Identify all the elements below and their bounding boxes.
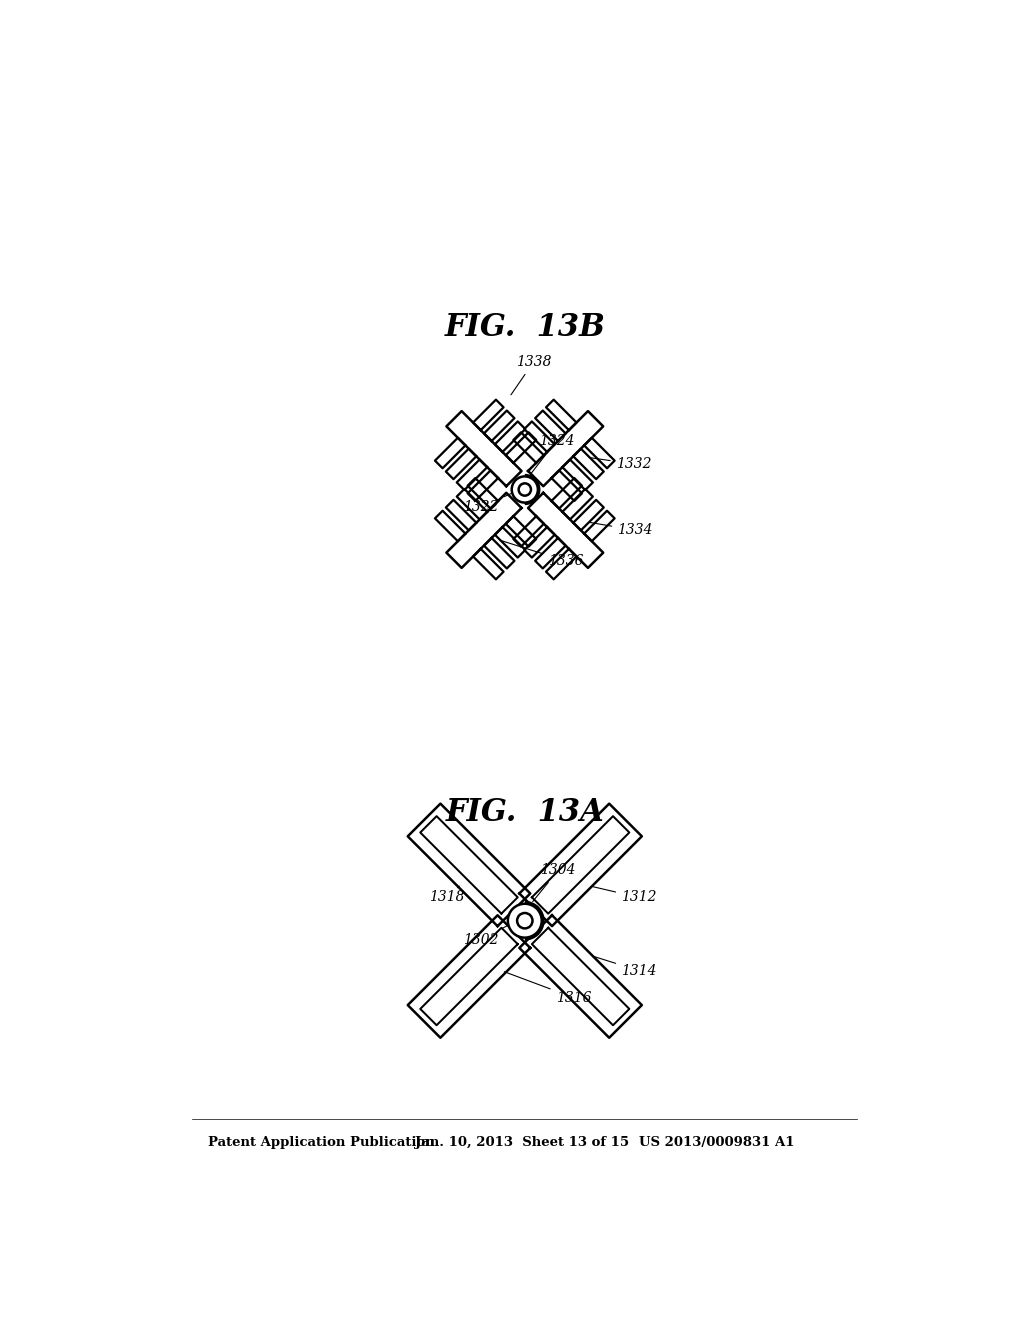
Polygon shape [513,433,544,463]
Text: 1304: 1304 [532,863,575,902]
Text: 1318: 1318 [429,886,464,904]
Text: 1322: 1322 [463,494,511,513]
Polygon shape [546,549,577,579]
Polygon shape [524,527,555,557]
Polygon shape [435,438,466,469]
Polygon shape [584,438,614,469]
Text: 1324: 1324 [531,434,574,474]
Polygon shape [446,411,521,486]
Text: FIG.  13A: FIG. 13A [445,797,604,829]
Polygon shape [495,421,525,451]
Text: 1338: 1338 [511,355,551,395]
Text: 1314: 1314 [593,956,656,978]
Polygon shape [457,488,487,520]
Polygon shape [562,488,593,520]
Circle shape [517,913,532,928]
Polygon shape [473,549,504,579]
Polygon shape [524,421,555,451]
Polygon shape [536,411,565,441]
Polygon shape [513,516,544,546]
Text: 1332: 1332 [589,457,651,471]
Text: 1302: 1302 [463,925,507,946]
Circle shape [512,477,538,503]
Polygon shape [552,478,582,508]
Polygon shape [506,516,537,546]
Circle shape [508,904,542,937]
Polygon shape [457,459,487,490]
Polygon shape [445,500,476,531]
Polygon shape [495,527,525,557]
Polygon shape [484,411,514,441]
Polygon shape [408,804,530,927]
Polygon shape [528,492,603,568]
Polygon shape [519,915,642,1038]
Polygon shape [484,539,514,569]
Text: FIG.  13B: FIG. 13B [444,313,605,343]
Polygon shape [573,449,604,479]
Polygon shape [435,511,466,541]
Text: Patent Application Publication: Patent Application Publication [208,1137,434,1150]
Text: 1336: 1336 [501,540,584,568]
Polygon shape [536,539,565,569]
Polygon shape [446,492,521,568]
Polygon shape [573,500,604,531]
Polygon shape [445,449,476,479]
Text: Jan. 10, 2013  Sheet 13 of 15: Jan. 10, 2013 Sheet 13 of 15 [416,1137,630,1150]
Polygon shape [584,511,614,541]
Polygon shape [528,411,603,486]
Text: 1316: 1316 [504,972,591,1005]
Text: 1334: 1334 [589,523,652,537]
Text: US 2013/0009831 A1: US 2013/0009831 A1 [639,1137,795,1150]
Polygon shape [519,804,642,927]
Circle shape [518,483,531,495]
Text: 1312: 1312 [593,887,656,904]
Polygon shape [473,400,504,430]
Polygon shape [562,459,593,490]
Polygon shape [546,400,577,430]
Polygon shape [506,433,537,463]
Polygon shape [408,915,530,1038]
Polygon shape [468,478,498,508]
Polygon shape [468,470,498,500]
Polygon shape [552,470,582,500]
